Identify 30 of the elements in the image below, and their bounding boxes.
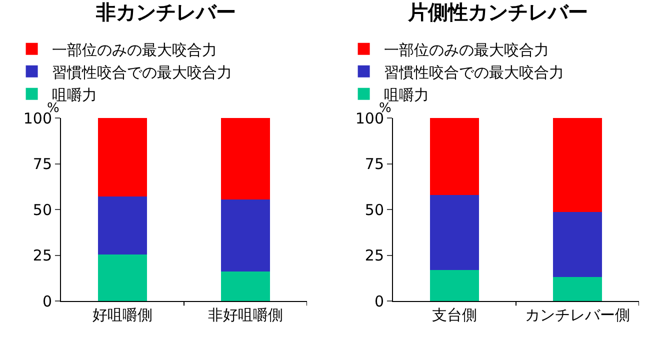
bar	[220, 272, 270, 301]
x-tick-label: 好咀嚼側	[92, 306, 152, 324]
legend-label: 習慣性咬合での最大咬合力	[384, 63, 564, 82]
y-tick-label: 75	[364, 155, 384, 173]
y-tick-label: 75	[32, 155, 52, 173]
bar	[220, 118, 270, 200]
bar	[98, 118, 148, 197]
y-tick-label: 0	[42, 292, 52, 310]
legend-label: 一部位のみの最大咬合力	[384, 40, 549, 59]
bar	[98, 254, 148, 301]
y-tick-label: 25	[32, 246, 52, 264]
bar	[430, 270, 480, 301]
y-tick-label: 0	[374, 292, 384, 310]
bar	[430, 194, 480, 270]
x-tick-label: カンチレバー側	[525, 306, 630, 324]
bar	[552, 212, 602, 278]
chart-title: 非カンチレバー	[95, 0, 236, 24]
y-tick-label: 50	[32, 200, 52, 219]
legend-label: 習慣性咬合での最大咬合力	[52, 63, 232, 82]
bar	[552, 277, 602, 301]
x-tick-label: 非好咀嚼側	[208, 306, 283, 324]
bar	[98, 196, 148, 254]
y-tick-label: 25	[364, 246, 384, 264]
bar	[430, 118, 480, 195]
bar	[552, 118, 602, 212]
x-tick-label: 支台側	[432, 306, 477, 324]
chart-title: 片側性カンチレバー	[407, 0, 588, 24]
bar	[220, 199, 270, 272]
legend-label: 一部位のみの最大咬合力	[52, 40, 217, 59]
y-tick-label: 50	[364, 200, 384, 219]
